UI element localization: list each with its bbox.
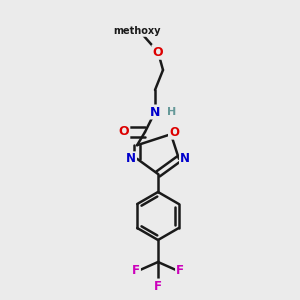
Text: H: H bbox=[167, 107, 177, 117]
Text: O: O bbox=[169, 126, 179, 139]
Text: F: F bbox=[176, 263, 184, 277]
Text: O: O bbox=[119, 125, 129, 139]
Text: F: F bbox=[132, 263, 140, 277]
Text: O: O bbox=[153, 46, 163, 59]
Text: O: O bbox=[153, 46, 163, 59]
Text: methoxy: methoxy bbox=[113, 26, 161, 36]
Text: N: N bbox=[126, 152, 136, 165]
Text: N: N bbox=[150, 106, 160, 118]
Text: N: N bbox=[180, 152, 190, 165]
Text: F: F bbox=[154, 280, 162, 292]
